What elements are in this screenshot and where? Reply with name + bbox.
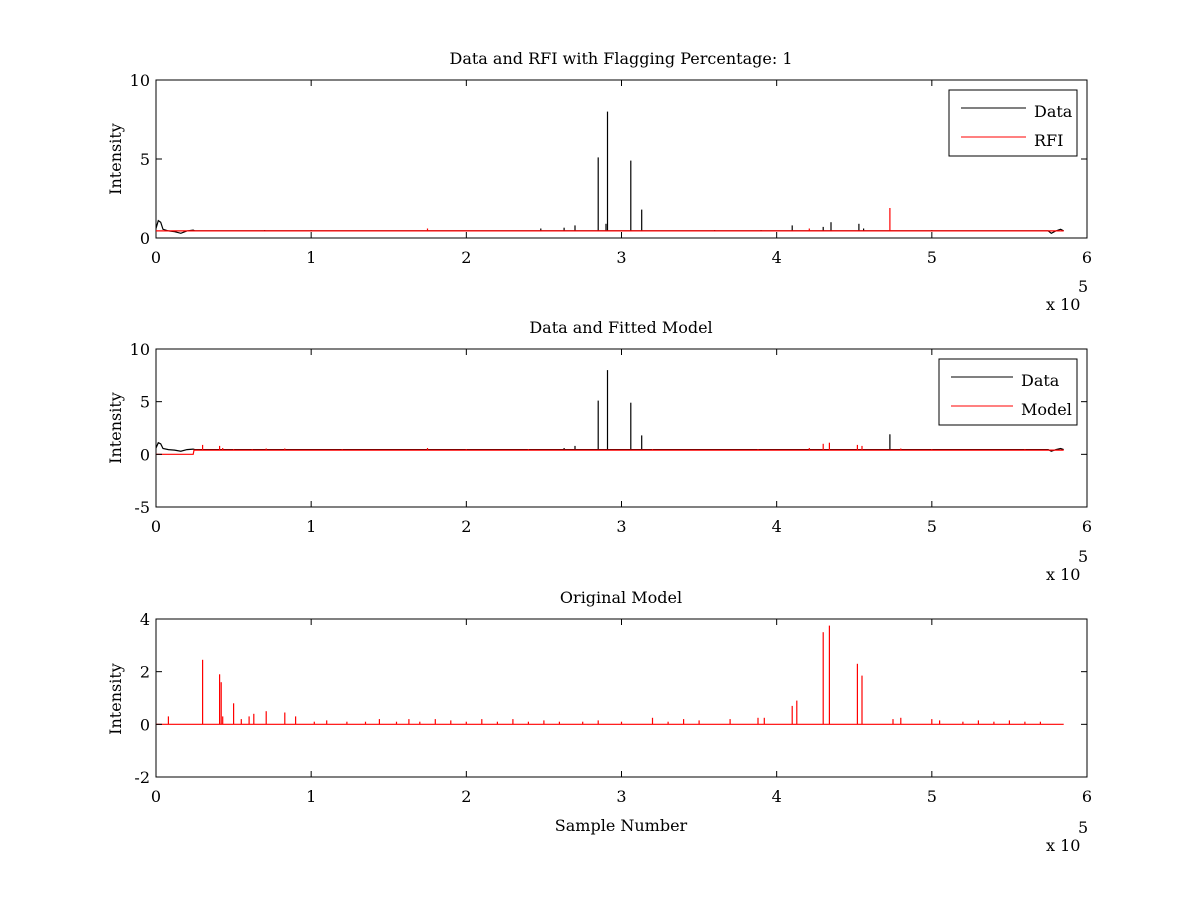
subplot-3-xtick-label: 6 xyxy=(1082,787,1092,806)
subplot-2-xtick-label: 6 xyxy=(1082,517,1092,536)
subplot-3-xtick-label: 3 xyxy=(616,787,626,806)
subplot-3-xtick-label: 0 xyxy=(151,787,161,806)
subplot-2-ytick-label: 10 xyxy=(130,340,150,359)
subplot-2-title: Data and Fitted Model xyxy=(529,318,712,337)
subplot-1-xtick-label: 0 xyxy=(151,248,161,267)
subplot-2-ylabel: Intensity xyxy=(106,392,125,464)
subplot-1-legend-rfi-label: RFI xyxy=(1034,131,1063,150)
subplot-2-ytick-labels: -5 0 5 10 xyxy=(130,340,150,517)
subplot-3-title: Original Model xyxy=(560,588,682,607)
subplot-2-xtick-label: 3 xyxy=(616,517,626,536)
subplot-2-model-line xyxy=(156,449,1064,455)
subplot-1-xtick-label: 5 xyxy=(927,248,937,267)
subplot-3-ytick-label: 0 xyxy=(140,715,150,734)
subplot-2-series-model xyxy=(156,442,1064,455)
subplot-1-x-multiplier-exponent: 5 xyxy=(1078,277,1088,296)
subplot-1-ytick-label: 10 xyxy=(130,71,150,90)
subplot-1-x-multiplier: x 10 xyxy=(1046,295,1080,314)
subplot-3-xtick-label: 1 xyxy=(306,787,316,806)
subplot-1-ylabel: Intensity xyxy=(106,123,125,195)
subplot-2-xtick-labels: 0 1 2 3 4 5 6 xyxy=(151,517,1092,536)
subplot-3-ytick-labels: -2 0 2 4 xyxy=(134,610,150,787)
subplot-3-series-model xyxy=(156,625,1064,725)
subplot-3-ylabel: Intensity xyxy=(106,663,125,735)
subplot-2-plot-area xyxy=(155,348,1088,508)
subplot-3-xtick-labels: 0 1 2 3 4 5 6 xyxy=(151,787,1092,806)
subplot-1-title: Data and RFI with Flagging Percentage: 1 xyxy=(449,49,792,68)
subplot-2-legend: Data Model xyxy=(938,358,1078,426)
subplot-2-ytick-label: -5 xyxy=(134,498,150,517)
subplot-1-ytick-labels: 0 5 10 xyxy=(130,71,150,248)
subplot-2-xtick-label: 1 xyxy=(306,517,316,536)
subplot-2-xtick-label: 2 xyxy=(461,517,471,536)
subplot-3-xlabel: Sample Number xyxy=(555,816,688,835)
subplot-2-legend-data-label: Data xyxy=(1021,371,1060,390)
subplot-3-xtick-label: 4 xyxy=(772,787,782,806)
subplot-1-xtick-label: 1 xyxy=(306,248,316,267)
subplot-1-series-rfi xyxy=(156,208,1064,232)
subplot-1-xtick-label: 2 xyxy=(461,248,471,267)
subplot-2-legend-box xyxy=(938,358,1078,426)
subplot-1-xtick-label: 3 xyxy=(616,248,626,267)
subplot-3: Original Model Intensity Sample Number 0… xyxy=(106,588,1092,855)
subplot-3-xtick-label: 2 xyxy=(461,787,471,806)
subplot-1-legend-box xyxy=(948,89,1078,157)
subplot-1-legend: Data RFI xyxy=(948,89,1078,157)
subplot-1-xtick-label: 6 xyxy=(1082,248,1092,267)
subplot-2-x-multiplier-exponent: 5 xyxy=(1078,547,1088,566)
subplot-2-xtick-label: 4 xyxy=(772,517,782,536)
subplot-1: Data and RFI with Flagging Percentage: 1… xyxy=(106,49,1092,314)
subplot-2-x-multiplier: x 10 xyxy=(1046,565,1080,584)
subplot-1-ytick-label: 5 xyxy=(140,150,150,169)
subplot-2-legend-model-label: Model xyxy=(1021,400,1072,419)
subplot-1-plot-area xyxy=(155,79,1088,239)
subplot-3-ytick-label: -2 xyxy=(134,768,150,787)
subplot-2-ytick-label: 0 xyxy=(140,445,150,464)
subplot-2-ytick-label: 5 xyxy=(140,393,150,412)
subplot-1-xtick-labels: 0 1 2 3 4 5 6 xyxy=(151,248,1092,267)
subplot-3-plot-area xyxy=(155,618,1088,778)
subplot-3-x-multiplier-exponent: 5 xyxy=(1078,818,1088,837)
subplot-2-xtick-label: 5 xyxy=(927,517,937,536)
subplot-1-xtick-label: 4 xyxy=(772,248,782,267)
subplot-3-ytick-label: 4 xyxy=(140,610,150,629)
subplot-1-ytick-label: 0 xyxy=(140,229,150,248)
subplot-1-legend-data-label: Data xyxy=(1034,102,1073,121)
subplot-3-xtick-label: 5 xyxy=(927,787,937,806)
subplot-2-xtick-label: 0 xyxy=(151,517,161,536)
subplot-3-ytick-label: 2 xyxy=(140,663,150,682)
subplot-3-x-multiplier: x 10 xyxy=(1046,836,1080,855)
